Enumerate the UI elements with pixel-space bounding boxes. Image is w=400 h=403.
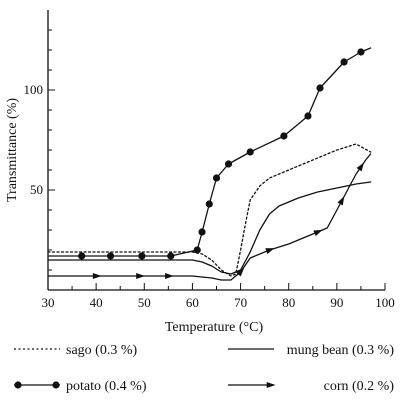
legend-potato-marker	[52, 381, 60, 389]
potato-point	[316, 84, 324, 92]
x-axis-title: Temperature (°C)	[165, 320, 264, 335]
potato-point	[167, 252, 175, 260]
legend-potato-marker	[14, 381, 22, 389]
corn-arrow-marker	[165, 272, 174, 280]
x-tick-label: 100	[375, 295, 395, 310]
x-tick-label: 50	[138, 295, 151, 310]
potato-point	[205, 200, 213, 208]
legend-corn-label: corn (0.2 %)	[324, 379, 395, 394]
y-tick-label: 50	[30, 182, 43, 197]
x-tick-label: 80	[282, 295, 295, 310]
potato-series-line	[47, 47, 372, 257]
mung-bean-series-line	[47, 181, 372, 275]
legend-corn-marker	[266, 381, 276, 389]
potato-point	[340, 58, 348, 66]
corn-arrow-marker	[265, 248, 275, 254]
corn-arrow-marker	[337, 196, 345, 206]
x-tick-label: 60	[186, 295, 199, 310]
legend-mung-bean-label: mung bean (0.3 %)	[287, 343, 395, 358]
potato-point	[138, 252, 146, 260]
corn-arrow-marker	[92, 272, 102, 280]
corn-arrow-marker	[136, 272, 145, 280]
corn-arrow-marker	[313, 229, 323, 237]
potato-point	[78, 252, 86, 260]
potato-point	[304, 112, 312, 120]
legend-potato-label: potato (0.4 %)	[66, 379, 147, 394]
sago-series-line	[47, 143, 372, 277]
corn-arrow-marker	[236, 267, 245, 277]
corn-arrow-marker	[356, 162, 365, 172]
legend-sago-label: sago (0.3 %)	[66, 343, 137, 358]
x-tick-label: 90	[330, 295, 343, 310]
potato-point	[212, 174, 221, 182]
potato-point	[198, 228, 206, 236]
x-tick-label: 40	[90, 295, 103, 310]
x-tick-label: 30	[42, 295, 55, 310]
y-tick-label: 100	[24, 82, 44, 97]
x-tick-label: 70	[234, 295, 247, 310]
y-axis-title: Transmittance (%)	[5, 98, 20, 202]
potato-point	[280, 132, 288, 140]
potato-point	[224, 160, 233, 168]
potato-point	[193, 246, 201, 254]
potato-point	[246, 148, 254, 156]
corn-series-line	[47, 153, 372, 281]
potato-point	[106, 252, 115, 260]
potato-point	[357, 48, 365, 56]
